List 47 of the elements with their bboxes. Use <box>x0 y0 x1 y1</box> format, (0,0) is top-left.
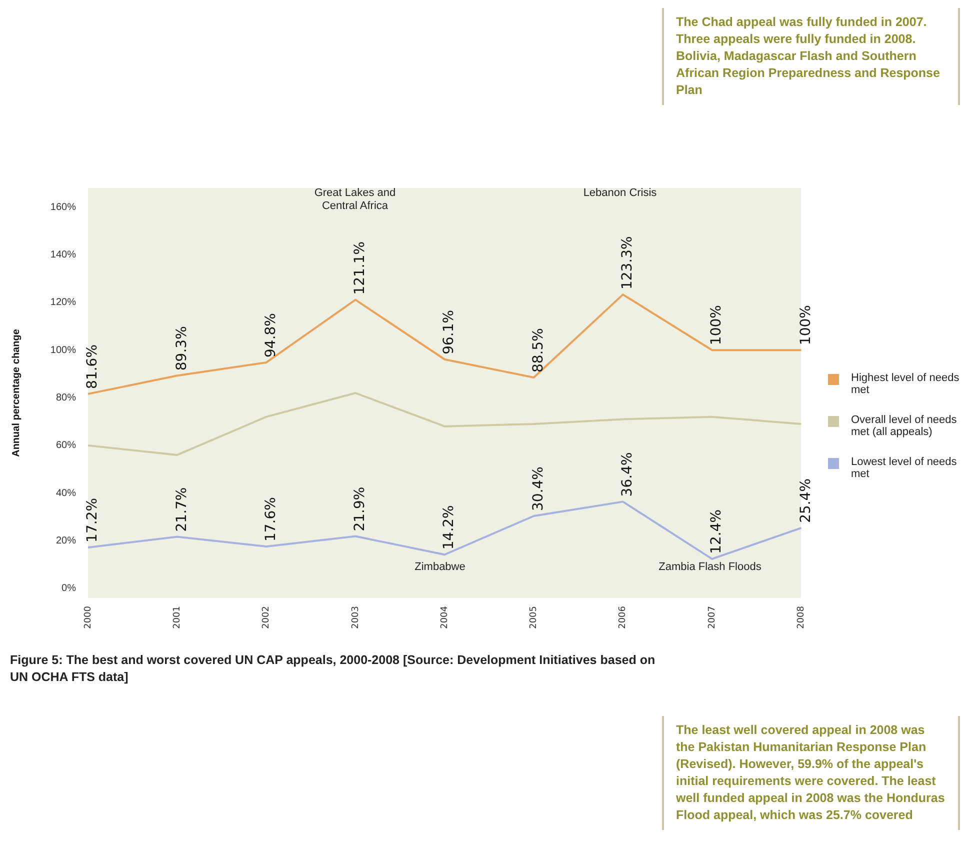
data-label: 81.6% <box>84 344 101 389</box>
x-tick-label: 2006 <box>618 606 628 629</box>
annotation: Zambia Flash Floods <box>658 561 762 574</box>
data-label: 25.4% <box>798 478 814 523</box>
data-label: 17.6% <box>262 497 279 542</box>
y-tick-label: 100% <box>50 344 76 356</box>
y-tick-label: 140% <box>50 249 76 260</box>
x-tick-label: 2008 <box>796 606 807 629</box>
data-label: 12.4% <box>708 509 725 554</box>
y-tick-label: 0% <box>62 583 76 594</box>
x-tick-label: 2002 <box>262 606 272 629</box>
x-tick-label: 2003 <box>350 606 361 629</box>
text: The Chad appeal was fully funded in 2007. Three appeals were fully funded in 2008. Bolivia, Madagascar Flash and Southern African Region Preparedness and Response Plan <box>662 8 960 105</box>
data-label: 21.7% <box>174 487 190 532</box>
x-tick-label: 2007 <box>707 606 718 629</box>
data-label: 17.2% <box>84 498 101 542</box>
x-tick-label: 2004 <box>440 606 450 629</box>
y-tick-label: 20% <box>56 536 76 547</box>
data-label: 121.1% <box>352 241 368 295</box>
data-label: 123.3% <box>620 236 636 290</box>
text: Figure 5: The best and worst covered UN CAP appeals, 2000-2008 [Source: Development Initiatives based on UN OCHA FTS data] <box>10 652 656 686</box>
y-tick-label: 40% <box>56 488 76 499</box>
data-label: 21.9% <box>352 486 368 532</box>
data-label: 100% <box>798 305 814 346</box>
data-label: 14.2% <box>441 505 458 550</box>
y-tick-label: 60% <box>56 440 76 452</box>
y-tick-label: 80% <box>56 392 76 404</box>
data-label: 100% <box>708 305 725 346</box>
x-tick-label: 2005 <box>529 606 540 629</box>
data-label: 88.5% <box>530 328 546 373</box>
x-tick-label: 2001 <box>172 606 182 629</box>
legend-label: Lowest level of needs met <box>851 456 958 480</box>
data-label: 30.4% <box>530 466 546 511</box>
y-tick-label: 120% <box>50 297 76 308</box>
text: The least well covered appeal in 2008 was the Pakistan Humanitarian Response Plan (Revised). However, 59.9% of the appeal's initial requirements were covered. The least well funded appeal in 2008 was the Honduras Flood appeal, which was 25.7% covered <box>662 716 960 830</box>
annotation: Great Lakes and Central Africa <box>313 187 397 213</box>
annotation: Zimbabwe <box>414 561 466 574</box>
data-label: 94.8% <box>262 313 279 358</box>
data-label: 96.1% <box>441 310 458 354</box>
legend-label: Overall level of needs met (all appeals) <box>851 414 958 438</box>
y-tick-label: 160% <box>50 202 76 213</box>
legend-label: Highest level of needs met <box>851 372 960 396</box>
y-axis-title: Annual percentage change <box>10 328 22 457</box>
data-label: 89.3% <box>174 326 190 371</box>
data-label: 36.4% <box>620 452 636 497</box>
annotation: Lebanon Crisis <box>582 187 658 200</box>
x-tick-label: 2000 <box>83 606 94 629</box>
